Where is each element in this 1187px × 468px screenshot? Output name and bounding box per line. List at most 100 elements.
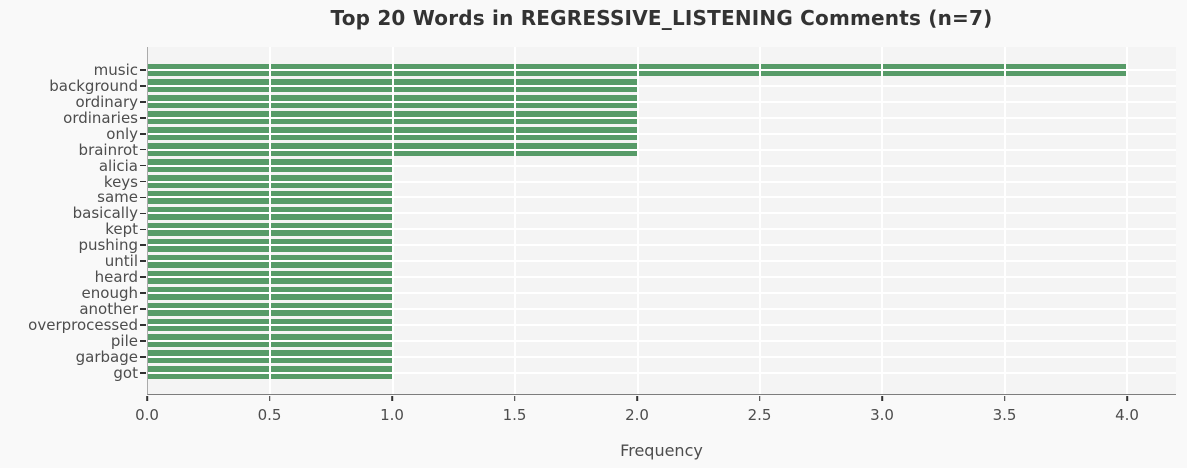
bar-row: enough xyxy=(82,284,1176,302)
y-gridline xyxy=(148,164,1176,167)
bar-row: background xyxy=(49,77,1176,95)
y-gridline xyxy=(148,292,1176,295)
y-tick-mark xyxy=(140,180,146,183)
y-tick-label: got xyxy=(113,363,138,382)
y-tick-mark xyxy=(140,132,146,135)
y-tick-mark xyxy=(140,212,146,215)
x-tick-mark xyxy=(881,396,883,401)
y-tick-mark xyxy=(140,308,146,310)
y-tick-label: music xyxy=(93,60,138,79)
y-tick-label: alicia xyxy=(98,156,138,175)
y-tick-label: kept xyxy=(105,220,138,239)
y-tick-mark xyxy=(140,69,146,71)
bar-row: ordinary xyxy=(75,93,1176,111)
y-tick-label: another xyxy=(79,300,138,319)
chart-title: Top 20 Words in REGRESSIVE_LISTENING Com… xyxy=(330,6,993,30)
y-gridline xyxy=(148,244,1176,247)
x-tick-mark xyxy=(146,396,148,401)
y-gridline xyxy=(148,196,1176,199)
y-tick-mark xyxy=(140,101,146,103)
y-tick-label: keys xyxy=(103,172,138,191)
y-tick-label: overprocessed xyxy=(28,315,138,334)
x-tick-label: 2.5 xyxy=(747,406,772,424)
y-tick-label: only xyxy=(106,124,138,143)
y-gridline xyxy=(148,371,1176,374)
y-gridline xyxy=(148,228,1176,231)
bar-row: got xyxy=(113,364,1176,382)
bar-row: brainrot xyxy=(79,141,1176,159)
y-tick-label: same xyxy=(97,188,138,207)
bar-row: overprocessed xyxy=(28,316,1176,334)
y-tick-label: until xyxy=(104,252,138,271)
x-tick-label: 2.0 xyxy=(625,406,649,424)
y-gridline xyxy=(148,323,1176,326)
x-tick-label: 1.5 xyxy=(502,406,527,424)
y-tick-mark xyxy=(140,260,146,263)
y-tick-mark xyxy=(140,148,146,151)
bar-row: kept xyxy=(105,220,1176,238)
x-tick-mark xyxy=(1126,396,1128,401)
y-gridline xyxy=(148,276,1176,279)
y-tick-label: pushing xyxy=(78,236,138,255)
y-gridline xyxy=(148,308,1176,311)
y-gridline xyxy=(148,132,1176,135)
x-axis-label: Frequency xyxy=(620,441,703,460)
y-gridline xyxy=(148,260,1176,263)
y-tick-mark xyxy=(140,164,146,167)
y-tick-label: ordinaries xyxy=(63,108,138,127)
y-gridline xyxy=(148,68,1176,71)
bar-row: keys xyxy=(104,173,1176,191)
y-gridline xyxy=(148,355,1176,358)
bar-row: garbage xyxy=(76,348,1176,366)
bar-row: heard xyxy=(95,268,1176,286)
x-tick-label: 3.5 xyxy=(992,406,1017,424)
bar-row: pile xyxy=(111,332,1176,350)
y-tick-label: heard xyxy=(94,268,138,287)
y-tick-mark xyxy=(140,356,146,358)
bar-rows: music background ordinary ordinaries only bra… xyxy=(28,61,1176,382)
x-tick-label: 0.5 xyxy=(257,406,282,424)
bar-row: basically xyxy=(73,204,1176,222)
x-tick-label: 1.0 xyxy=(380,406,404,424)
x-axis: 0.0 0.5 1.0 1.5 2.0 2.5 3.0 3.5 4.0 xyxy=(135,395,1176,435)
y-gridline xyxy=(148,148,1176,151)
y-tick-label: brainrot xyxy=(78,140,138,159)
y-tick-label: background xyxy=(49,76,138,95)
bar-row: pushing xyxy=(78,236,1176,254)
y-tick-mark xyxy=(140,196,146,199)
y-gridline xyxy=(148,116,1176,119)
y-gridline xyxy=(148,339,1176,342)
y-tick-label: pile xyxy=(110,331,138,350)
y-tick-mark xyxy=(140,244,146,247)
y-tick-mark xyxy=(140,324,146,326)
y-tick-label: enough xyxy=(81,284,138,303)
y-tick-label: garbage xyxy=(75,347,138,366)
x-tick-mark xyxy=(758,396,761,401)
y-gridline xyxy=(148,180,1176,183)
x-tick-label: 4.0 xyxy=(1115,406,1139,424)
y-tick-mark xyxy=(140,116,146,119)
y-tick-mark xyxy=(140,371,146,374)
x-tick-mark xyxy=(636,396,638,401)
y-tick-mark xyxy=(140,276,146,278)
bar-row: music xyxy=(94,61,1176,79)
y-tick-mark xyxy=(140,340,146,342)
y-gridline xyxy=(148,100,1176,103)
x-tick-label: 3.0 xyxy=(870,406,894,424)
y-gridline xyxy=(148,212,1176,215)
bar-row: only xyxy=(106,125,1176,143)
bar-row: same xyxy=(97,188,1176,206)
y-tick-mark xyxy=(140,228,146,231)
x-tick-mark xyxy=(391,396,393,401)
y-tick-label: basically xyxy=(72,204,138,223)
x-tick-mark xyxy=(513,396,516,401)
x-tick-mark xyxy=(268,396,271,401)
bar-row: ordinaries xyxy=(63,109,1176,127)
bar-row: until xyxy=(105,252,1176,270)
plot-area: music background ordinary ordinaries only bra… xyxy=(28,47,1176,395)
bar-row: another xyxy=(79,300,1176,318)
bar-row: alicia xyxy=(99,157,1176,175)
y-tick-mark xyxy=(140,292,146,294)
y-tick-label: ordinary xyxy=(75,92,138,111)
